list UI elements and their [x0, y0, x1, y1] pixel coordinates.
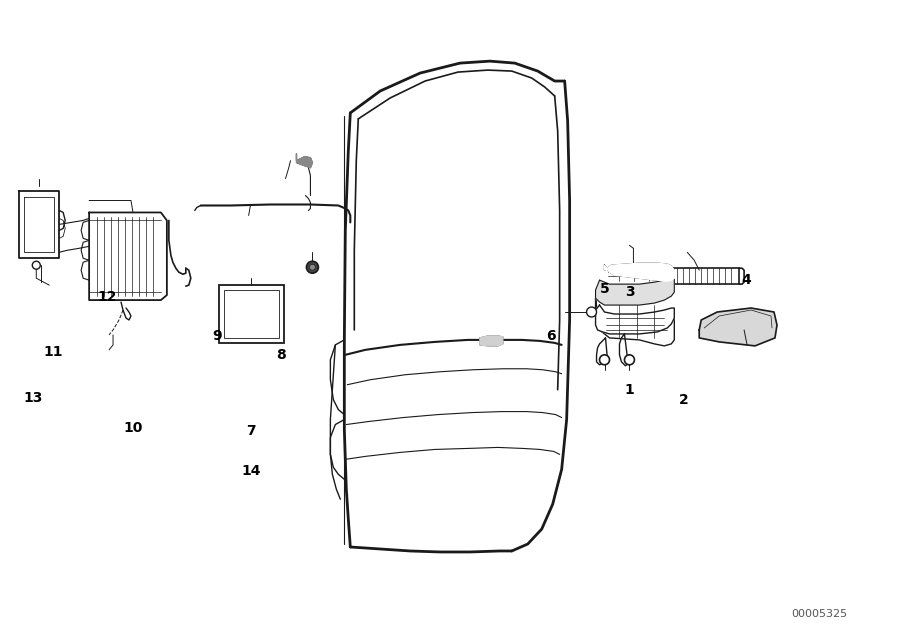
- Polygon shape: [296, 154, 312, 168]
- Polygon shape: [480, 336, 503, 346]
- Polygon shape: [699, 308, 777, 346]
- Text: 2: 2: [679, 392, 688, 406]
- Circle shape: [625, 355, 634, 364]
- Polygon shape: [19, 190, 59, 258]
- Text: 10: 10: [123, 421, 143, 435]
- Polygon shape: [605, 264, 674, 281]
- Bar: [717, 315, 737, 329]
- Bar: [224, 290, 278, 338]
- Text: 5: 5: [599, 282, 609, 296]
- Circle shape: [310, 264, 315, 271]
- Text: 11: 11: [44, 345, 63, 359]
- Circle shape: [306, 261, 319, 273]
- Text: 8: 8: [276, 349, 286, 363]
- Text: 12: 12: [97, 290, 117, 304]
- Polygon shape: [596, 298, 674, 346]
- Polygon shape: [596, 278, 674, 305]
- Text: 4: 4: [742, 272, 751, 286]
- Text: 7: 7: [246, 424, 256, 438]
- Text: 13: 13: [23, 391, 42, 404]
- Circle shape: [587, 307, 597, 317]
- Text: 6: 6: [546, 330, 556, 344]
- Bar: [219, 285, 284, 343]
- Circle shape: [599, 355, 609, 364]
- Bar: [671, 268, 739, 284]
- Polygon shape: [89, 213, 166, 300]
- Text: 3: 3: [625, 285, 634, 299]
- Text: 1: 1: [625, 383, 634, 398]
- Text: 9: 9: [212, 330, 221, 344]
- Text: 14: 14: [241, 464, 261, 478]
- Circle shape: [32, 261, 40, 269]
- Text: 00005325: 00005325: [791, 609, 847, 618]
- Polygon shape: [596, 305, 674, 334]
